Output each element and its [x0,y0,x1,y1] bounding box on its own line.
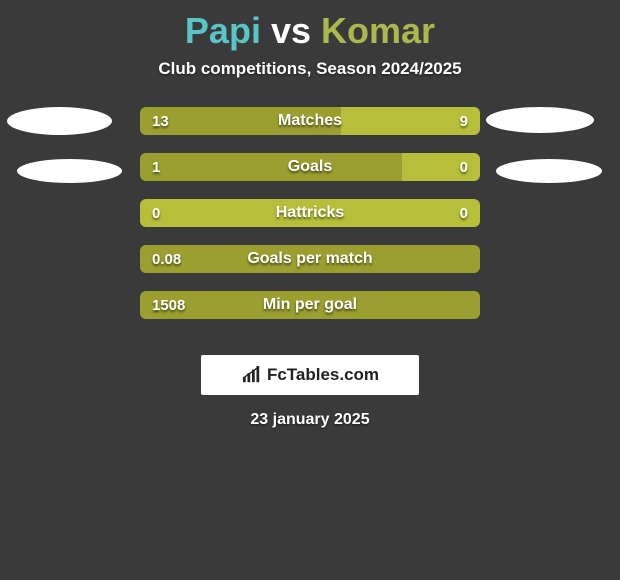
decor-ellipse [7,107,112,135]
chart-icon [241,366,263,384]
bar-segment-left [140,153,402,181]
stat-row: Hattricks00 [140,199,480,227]
fctables-logo: FcTables.com [201,355,419,395]
subtitle: Club competitions, Season 2024/2025 [0,59,620,79]
chart-date: 23 january 2025 [0,411,620,429]
stat-value-right: 0 [460,153,468,181]
bar-segment [140,291,480,319]
stat-row: Matches139 [140,107,480,135]
stat-value-right: 0 [460,199,468,227]
bar-segment-right [402,153,480,181]
stat-row: Min per goal1508 [140,291,480,319]
page-title: Papi vs Komar [0,0,620,53]
stat-value-left: 0.08 [152,245,181,273]
comparison-card: Papi vs Komar Club competitions, Season … [0,0,620,440]
title-player2: Komar [321,10,435,51]
decor-ellipse [496,159,602,183]
bar-group: Matches139Goals10Hattricks00Goals per ma… [140,107,480,337]
stat-value-right: 9 [460,107,468,135]
logo-text-3: .com [339,365,379,384]
bar-segment-left [140,107,341,135]
logo-text-1: Fc [267,365,287,384]
stat-value-left: 0 [152,199,160,227]
bar-segment [140,245,480,273]
stat-row: Goals10 [140,153,480,181]
stat-row: Goals per match0.08 [140,245,480,273]
bar-segment [140,199,480,227]
decor-ellipse [486,107,594,133]
title-versus: vs [271,10,311,51]
comparison-chart: Matches139Goals10Hattricks00Goals per ma… [0,107,620,347]
decor-ellipse [17,159,122,183]
stat-value-left: 1508 [152,291,185,319]
stat-value-left: 13 [152,107,169,135]
logo-text-2: Tables [287,365,340,384]
logo-text: FcTables.com [267,365,379,385]
stat-value-left: 1 [152,153,160,181]
title-player1: Papi [185,10,261,51]
